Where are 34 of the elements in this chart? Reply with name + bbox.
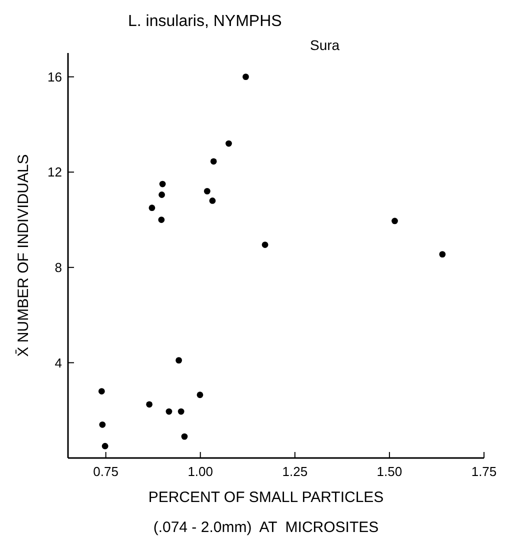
y-axis-title: X̄ NUMBER OF INDIVIDUALS [15,154,32,357]
x-tick-label: 1.75 [471,464,497,479]
point [178,408,184,415]
point [98,388,105,394]
chart-title: L. insularis, NYMPHS [128,13,282,30]
chart-subtitle: Sura [310,37,340,53]
point [210,158,217,165]
x-tick-label: 1.50 [376,464,402,479]
point [196,392,204,398]
y-tick-label: 4 [54,355,62,370]
x-tick-label: 0.75 [93,464,118,479]
x-tick-label: 1.25 [282,464,308,479]
x-tick-label: 1.00 [188,464,214,479]
y-tick-label: 16 [48,69,62,84]
point [146,401,153,408]
point [181,433,188,440]
y-tick-label: 8 [54,260,62,275]
point [159,180,166,188]
point [392,218,398,224]
point [99,421,106,428]
point [102,442,108,450]
point [226,140,232,147]
point [242,74,249,80]
point [166,408,172,415]
point [176,357,182,364]
point [439,251,446,258]
point [158,192,165,198]
x-axis-title: PERCENT OF SMALL PARTICLES (.074 - 2.0mm) AT MICROSITES [148,489,384,536]
point [262,242,268,248]
point [158,216,165,223]
point [148,204,156,212]
y-tick-label: 12 [48,164,62,180]
point [204,188,210,194]
point [209,198,216,204]
